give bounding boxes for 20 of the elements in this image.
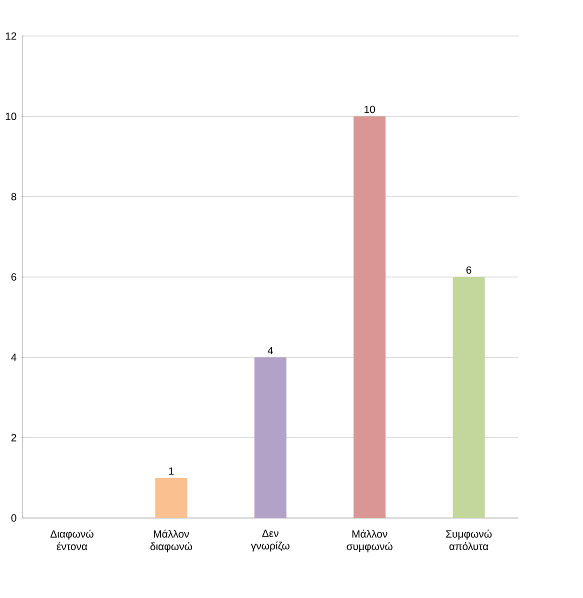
- x-tick-label: Διαφωνώ έντονα: [50, 530, 94, 550]
- bar: [254, 357, 286, 518]
- y-tick-label: 12: [6, 32, 16, 40]
- bar: [354, 116, 386, 518]
- data-label: 1: [169, 467, 174, 475]
- y-tick-label: 2: [11, 434, 16, 442]
- x-tick-label: Μάλλον διαφωνώ: [150, 530, 192, 552]
- data-label: 4: [268, 346, 273, 354]
- bar: [452, 276, 485, 518]
- x-tick-label: Δεν γνωρίζω: [250, 530, 290, 552]
- y-tick-label: 4: [11, 354, 16, 361]
- y-tick-label: 0: [11, 514, 16, 522]
- data-label: 10: [364, 106, 376, 114]
- y-tick-label: 6: [11, 273, 16, 281]
- data-label: 6: [466, 266, 472, 274]
- x-tick-label: Συμφωνώ απόλυτα: [446, 530, 492, 550]
- x-tick-label: Μάλλον συμφωνώ: [346, 530, 392, 552]
- y-tick-label: 8: [11, 192, 16, 200]
- y-tick-label: 10: [6, 112, 16, 120]
- bar: [155, 478, 188, 518]
